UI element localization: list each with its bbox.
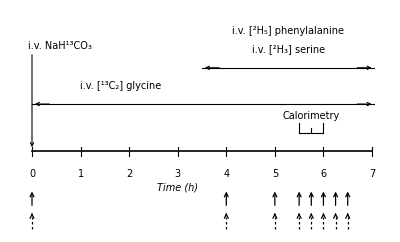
Text: 1: 1 — [78, 169, 84, 179]
Text: i.v. [²H₃] serine: i.v. [²H₃] serine — [252, 45, 325, 54]
Text: i.v. [²H₅] phenylalanine: i.v. [²H₅] phenylalanine — [232, 26, 344, 36]
Text: 3: 3 — [175, 169, 181, 179]
Text: 5: 5 — [272, 169, 278, 179]
Text: 6: 6 — [320, 169, 326, 179]
Text: 0: 0 — [29, 169, 35, 179]
Text: Time (h): Time (h) — [157, 183, 198, 193]
Text: 7: 7 — [369, 169, 375, 179]
Text: i.v. NaH¹³CO₃: i.v. NaH¹³CO₃ — [28, 41, 92, 51]
Text: Calorimetry: Calorimetry — [283, 111, 340, 121]
Text: 4: 4 — [223, 169, 229, 179]
Text: i.v. [¹³C₂] glycine: i.v. [¹³C₂] glycine — [80, 81, 161, 91]
Text: 2: 2 — [126, 169, 132, 179]
